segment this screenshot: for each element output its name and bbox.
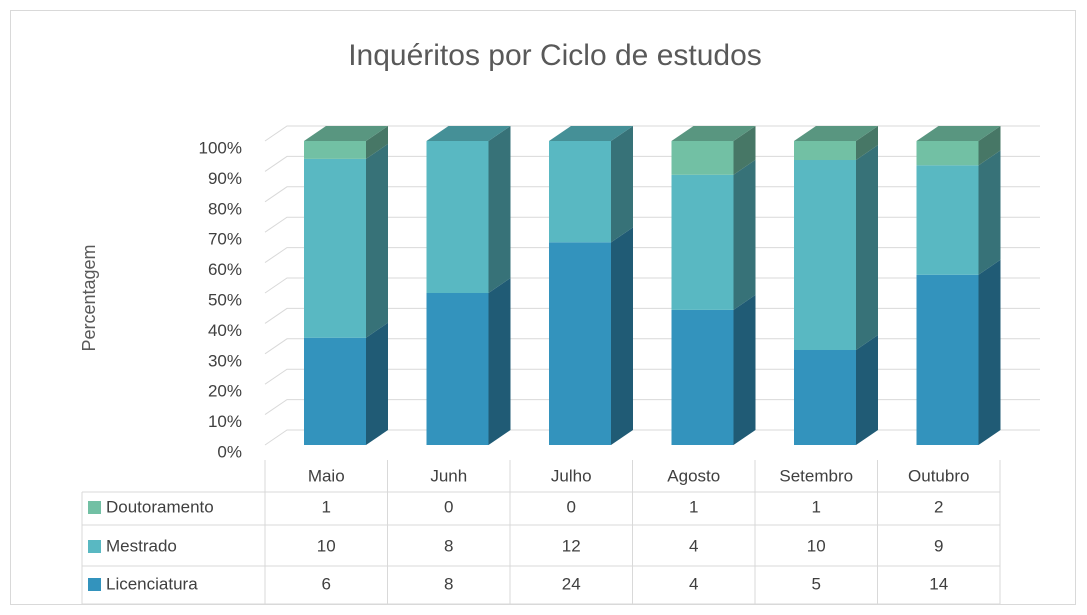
grid-line bbox=[264, 277, 1040, 294]
bar-side bbox=[366, 143, 388, 338]
bar-side bbox=[733, 294, 756, 445]
chart-title: Inquéritos por Ciclo de estudos bbox=[348, 39, 762, 72]
bar-segment bbox=[671, 309, 734, 445]
bar-side bbox=[611, 126, 633, 243]
x-tick-label: Junh bbox=[430, 466, 467, 485]
bar-segment bbox=[794, 160, 856, 350]
grid-line bbox=[264, 338, 1040, 355]
bar-segment bbox=[916, 165, 979, 275]
table-value: 5 bbox=[812, 574, 821, 593]
y-tick-label: 100% bbox=[199, 138, 242, 157]
legend-key bbox=[88, 578, 101, 591]
table-value: 1 bbox=[689, 497, 698, 516]
legend-key bbox=[88, 501, 101, 514]
bar-segment bbox=[549, 242, 611, 445]
grid-line bbox=[264, 247, 1040, 264]
bar-segment bbox=[426, 141, 489, 293]
bar-top bbox=[549, 126, 633, 141]
legend-label: Doutoramento bbox=[106, 497, 214, 516]
bar-segment bbox=[426, 293, 489, 445]
table-value: 8 bbox=[444, 536, 453, 555]
bar-segment bbox=[549, 141, 611, 243]
legend-key bbox=[88, 540, 101, 553]
bar-segment bbox=[794, 141, 856, 160]
y-axis-title: Percentagem bbox=[79, 244, 99, 351]
grid-line bbox=[264, 125, 1040, 142]
y-tick-label: 50% bbox=[208, 290, 242, 309]
grid-line bbox=[264, 216, 1040, 233]
table-value: 6 bbox=[322, 574, 331, 593]
bar-side bbox=[488, 278, 511, 445]
y-tick-label: 30% bbox=[208, 351, 242, 370]
bar-top bbox=[426, 126, 511, 141]
bar-segment bbox=[304, 158, 366, 338]
table-value: 8 bbox=[444, 574, 453, 593]
table-value: 14 bbox=[929, 574, 948, 593]
bar-side bbox=[366, 126, 388, 159]
table-value: 0 bbox=[567, 497, 576, 516]
y-tick-label: 70% bbox=[208, 230, 242, 249]
table-value: 12 bbox=[562, 536, 581, 555]
bar-side bbox=[856, 126, 878, 160]
y-tick-label: 20% bbox=[208, 382, 242, 401]
bar-side bbox=[978, 150, 1001, 275]
bar-segment bbox=[671, 174, 734, 310]
bar-side bbox=[978, 126, 1001, 166]
bar-side bbox=[611, 227, 633, 445]
x-tick-label: Outubro bbox=[908, 466, 969, 485]
bar-top bbox=[794, 126, 878, 141]
y-tick-label: 0% bbox=[217, 442, 242, 461]
table-value: 10 bbox=[807, 536, 826, 555]
table-value: 10 bbox=[317, 536, 336, 555]
x-tick-label: Setembro bbox=[779, 466, 853, 485]
grid-line bbox=[264, 155, 1040, 172]
grid-line bbox=[264, 399, 1040, 416]
bar-side bbox=[856, 335, 878, 445]
bar-side bbox=[733, 159, 756, 310]
bar-top bbox=[304, 126, 388, 141]
legend-label: Mestrado bbox=[106, 536, 177, 555]
table-value: 1 bbox=[322, 497, 331, 516]
table-value: 9 bbox=[934, 536, 943, 555]
grid-line bbox=[264, 368, 1040, 385]
chart-border bbox=[10, 10, 1076, 605]
bar-segment bbox=[671, 141, 734, 175]
grid-line bbox=[264, 429, 1040, 446]
y-tick-label: 40% bbox=[208, 321, 242, 340]
y-tick-label: 90% bbox=[208, 169, 242, 188]
table-value: 1 bbox=[812, 497, 821, 516]
x-tick-label: Maio bbox=[308, 466, 345, 485]
y-tick-label: 80% bbox=[208, 199, 242, 218]
table-value: 24 bbox=[562, 574, 581, 593]
y-tick-label: 10% bbox=[208, 412, 242, 431]
bar-top bbox=[916, 126, 1001, 141]
bar-segment bbox=[304, 141, 366, 159]
legend-label: Licenciatura bbox=[106, 574, 198, 593]
grid-line bbox=[264, 186, 1040, 203]
bar-segment bbox=[794, 350, 856, 445]
bar-side bbox=[733, 126, 756, 175]
bar-segment bbox=[304, 337, 366, 445]
table-value: 0 bbox=[444, 497, 453, 516]
bar-segment bbox=[916, 274, 979, 445]
grid-line bbox=[264, 307, 1040, 324]
table-value: 4 bbox=[689, 574, 698, 593]
bar-side bbox=[978, 259, 1001, 445]
y-tick-label: 60% bbox=[208, 260, 242, 279]
bar-segment bbox=[916, 141, 979, 166]
bar-top bbox=[671, 126, 756, 141]
bar-side bbox=[488, 126, 511, 293]
bar-side bbox=[856, 145, 878, 350]
x-tick-label: Agosto bbox=[667, 466, 720, 485]
bar-side bbox=[366, 322, 388, 445]
table-value: 4 bbox=[689, 536, 698, 555]
x-tick-label: Julho bbox=[551, 466, 592, 485]
table-value: 2 bbox=[934, 497, 943, 516]
